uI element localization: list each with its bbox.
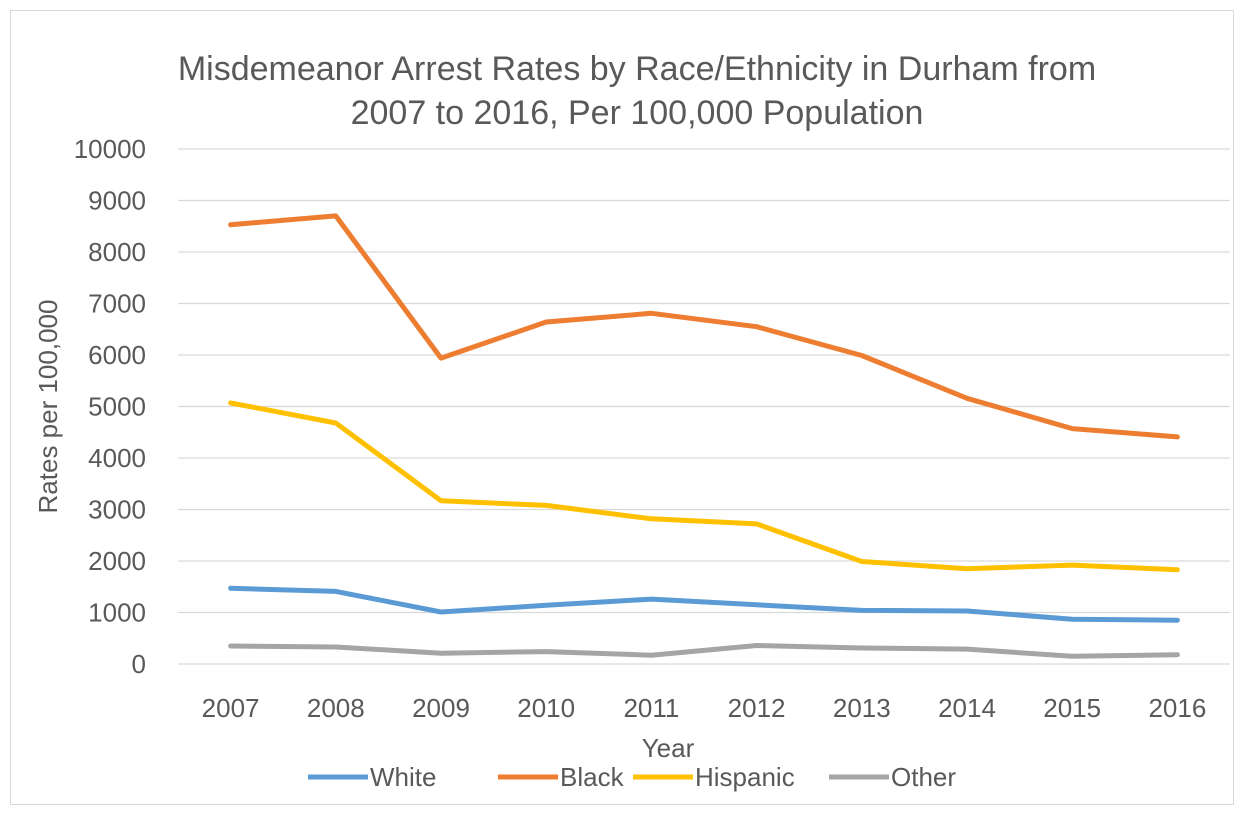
chart-frame (10, 10, 1234, 805)
x-tick-label: 2014 (938, 693, 996, 723)
y-tick-label: 4000 (88, 443, 146, 473)
y-tick-label: 7000 (88, 289, 146, 319)
series-line-black (228, 213, 1180, 440)
x-tick-label: 2009 (412, 693, 470, 723)
x-axis-ticks: 2007 2008 2009 2010 2011 2012 2013 2014 2015 2016 (202, 693, 1207, 723)
gridlines (178, 148, 1230, 665)
y-tick-label: 2000 (88, 546, 146, 576)
x-tick-label: 2011 (623, 693, 679, 723)
series-line-other (228, 643, 1180, 659)
y-axis-title: Rates per 100,000 (33, 300, 63, 514)
x-tick-label: 2016 (1148, 693, 1206, 723)
legend: White Black Hispanic Other (308, 762, 956, 792)
legend-label-other: Other (891, 762, 956, 792)
series-line-hispanic (228, 400, 1180, 573)
y-tick-label: 1000 (88, 598, 146, 628)
y-tick-label: 6000 (88, 340, 146, 370)
legend-label-black: Black (560, 762, 625, 792)
x-tick-label: 2015 (1043, 693, 1101, 723)
x-tick-label: 2010 (517, 693, 575, 723)
chart-title-line-1: Misdemeanor Arrest Rates by Race/Ethnici… (178, 50, 1096, 88)
x-tick-label: 2007 (202, 693, 260, 723)
y-tick-label: 0 (132, 649, 146, 679)
legend-label-hispanic: Hispanic (695, 762, 795, 792)
x-axis-title: Year (642, 733, 695, 763)
y-tick-label: 9000 (88, 186, 146, 216)
x-tick-label: 2012 (728, 693, 786, 723)
x-tick-label: 2008 (307, 693, 365, 723)
x-tick-label: 2013 (833, 693, 891, 723)
legend-label-white: White (370, 762, 436, 792)
y-tick-label: 10000 (74, 134, 146, 164)
y-axis-ticks: 0 1000 2000 3000 4000 5000 6000 7000 8000 9000 100… (74, 134, 146, 679)
chart-title: Misdemeanor Arrest Rates by Race/Ethnici… (178, 50, 1096, 132)
y-tick-label: 5000 (88, 392, 146, 422)
series-line-white (228, 585, 1180, 623)
y-tick-label: 3000 (88, 495, 146, 525)
y-tick-label: 8000 (88, 237, 146, 267)
chart-title-line-2: 2007 to 2016, Per 100,000 Population (351, 94, 924, 132)
series-lines (228, 213, 1180, 659)
